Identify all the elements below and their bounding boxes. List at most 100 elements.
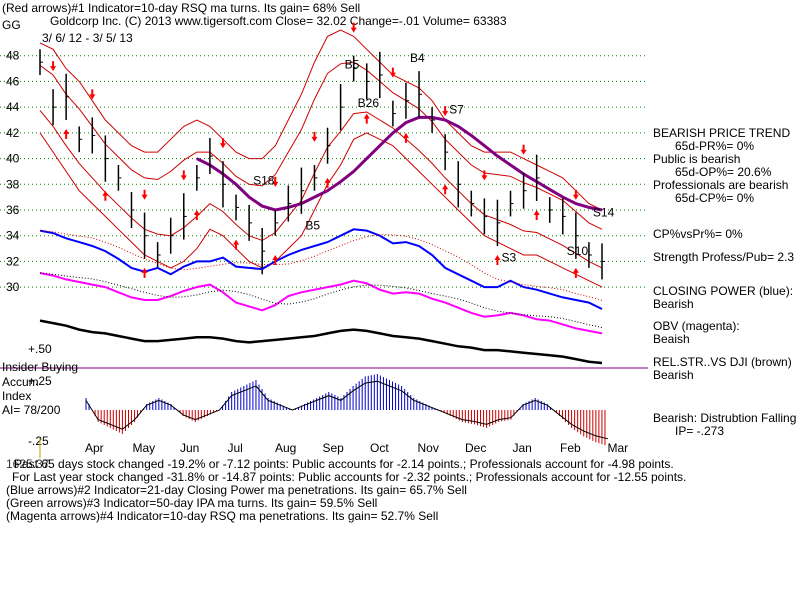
signal-label: S3 [501,250,516,264]
footer-line-magenta: (Magenta arrows)#4 Indicator=10-day RSQ … [6,509,439,523]
red-up-arrow [141,267,148,278]
footer: 1625.37 Past 65 days stock changed -19.2… [6,458,686,523]
relstr-title: REL.STR..VS DJI (brown) [653,355,792,369]
price-bars [39,49,605,280]
minus25-label: -.25 [28,434,49,448]
red-down-arrow [89,89,96,100]
month-axis-labels: Apr May Jun Jul Aug Sep Oct Nov Dec Jan Feb Mar [85,441,628,455]
red-down-arrow [141,189,148,200]
signal-arrows [50,22,579,278]
signal-label: B5 [305,218,320,232]
red-down-arrow [389,67,396,78]
distribution-label: Bearish: Distrubtion Falling [653,411,797,425]
month-label: Sep [323,441,345,455]
y-tick-label: 48 [6,49,20,63]
red-up-arrow [494,255,501,265]
ma-line [196,115,603,212]
y-tick-label: 34 [6,229,20,243]
red-up-arrow [102,190,109,201]
closing-power-path [39,228,603,310]
bollinger-bands [39,29,603,288]
op-pct: 65d-OP%= 20.6% [675,165,772,179]
obv-path [39,272,603,335]
red-up-arrow [193,210,200,220]
obv-title: OBV (magenta): [653,319,740,333]
price-axis-labels: 30 32 34 36 38 40 42 44 46 48 [6,49,20,294]
month-label: Mar [608,441,629,455]
obv-value: Beaish [653,332,690,346]
professionals-status: Professionals are bearish [653,178,789,192]
red-up-arrow [63,129,70,139]
month-label: Jan [513,441,532,455]
closing-power-line [39,228,603,310]
pr-pct: 65d-PR%= 0% [675,139,755,153]
footer-line-green: (Green arrows)#3 Indicator=50-day IPA ma… [6,496,378,510]
insider-label: Insider Buying [2,360,78,374]
month-label: Dec [465,441,486,455]
public-status: Public is bearish [653,152,741,166]
sidebar-trend: BEARISH PRICE TREND 65d-PR%= 0% Public i… [653,127,790,205]
red-up-arrow [272,255,279,265]
red-down-arrow [180,170,187,181]
y-tick-label: 44 [6,100,20,114]
footer-line-year: For Last year stock changed -31.8% or -1… [12,470,687,484]
header-line-1: (Red arrows)#1 Indicator=10-day RSQ ma t… [2,1,360,15]
cpvspr: CP%vsPr%= 0% [653,227,743,241]
red-up-arrow [324,177,331,188]
red-down-arrow [572,189,579,200]
y-tick-label: 40 [6,152,20,166]
month-label: Jun [180,441,199,455]
y-tick-label: 32 [6,254,20,268]
plus50-label: +.50 [28,342,52,356]
red-down-arrow [219,138,226,149]
footer-line-65day: Past 65 days stock changed -19.2% or -7.… [14,457,674,471]
obv-line [39,272,603,335]
closing-power-title: CLOSING POWER (blue): [653,284,794,298]
upper-band [39,29,603,211]
signal-label: S7 [449,103,464,117]
y-tick-label: 42 [6,126,20,140]
accum-ma-line [85,380,609,440]
ai-label: AI= 78/200 [2,403,61,417]
relstr-value: Bearish [653,368,694,382]
relstr-path [39,319,603,365]
signal-label: B4 [410,51,425,65]
signal-label: S14 [593,205,615,219]
signal-label: B5 [345,58,360,72]
lower-band [39,132,603,288]
red-up-arrow [363,113,370,124]
sidebar-distribution: Bearish: Distrubtion Falling IP= -.273 [653,412,796,438]
month-label: Aug [275,441,296,455]
footer-line-blue: (Blue arrows)#2 Indicator=21-day Closing… [6,483,467,497]
accum-index-histogram [85,374,609,446]
red-up-arrow [402,132,409,143]
moving-average [196,115,603,212]
accum-label: Accum [2,375,39,389]
sidebar-relstr: REL.STR..VS DJI (brown) Bearish [653,356,792,382]
month-label: May [133,441,156,455]
plus25-label: +.25 [28,374,52,388]
red-down-arrow [442,106,449,117]
date-range: 3/ 6/ 12 - 3/ 5/ 13 [42,31,133,45]
index-label: Index [2,389,31,403]
signal-label: S10 [567,244,589,258]
red-up-arrow [233,239,240,250]
closing-power-value: Bearish [653,297,694,311]
red-up-arrow [572,267,579,278]
red-down-arrow [50,61,57,72]
cp-pct: 65d-CP%= 0% [675,191,755,205]
red-down-arrow [311,131,318,142]
relstr-line [39,319,603,365]
y-tick-label: 30 [6,280,20,294]
y-tick-label: 36 [6,203,20,217]
closing-power-ma [39,230,603,301]
ticker-label: GG [2,18,21,32]
month-label: Nov [418,441,439,455]
month-label: Apr [85,441,104,455]
header-line-2: Goldcorp Inc. (C) 2013 www.tigersoft.com… [50,14,507,28]
month-label: Jul [228,441,243,455]
red-up-arrow [442,184,449,195]
signal-labels: S18 B5 B5 B26 B4 S3 S7 S10 S14 [253,51,614,264]
month-label: Oct [370,441,389,455]
